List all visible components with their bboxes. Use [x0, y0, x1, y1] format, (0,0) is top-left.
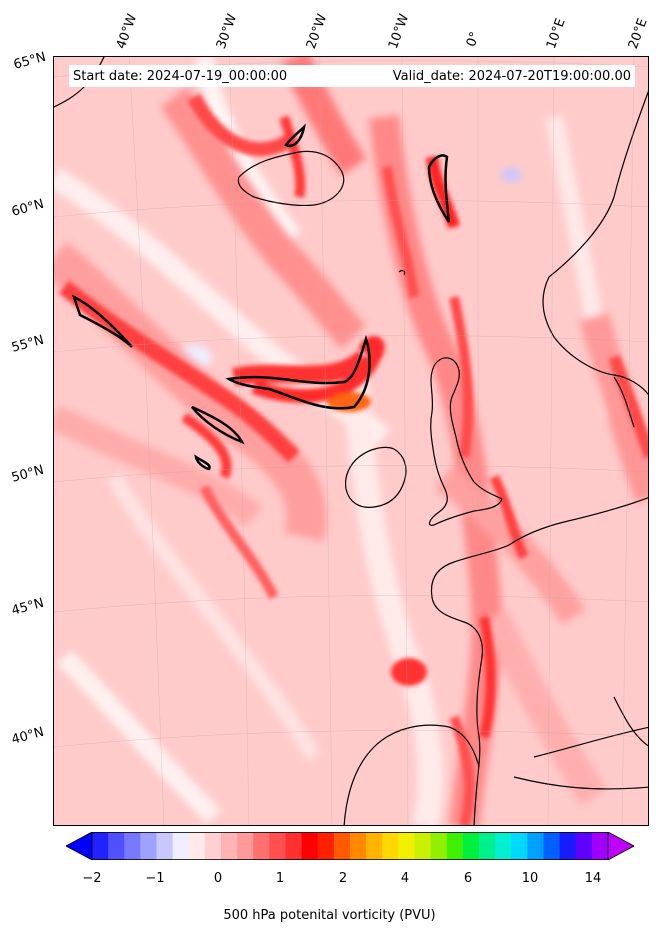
colorbar-cell	[172, 832, 190, 860]
colorbar-cell	[430, 832, 448, 860]
colorbar	[66, 832, 634, 860]
colorbar-label: 500 hPa potenital vorticity (PVU)	[223, 908, 436, 923]
colorbar-cell	[333, 832, 351, 860]
colorbar-cell	[301, 832, 319, 860]
lat-label-40n: 40°N	[10, 724, 46, 748]
colorbar-cell	[527, 832, 544, 860]
colorbar-cell	[221, 832, 238, 860]
lat-label-50n: 50°N	[10, 462, 46, 486]
colorbar-cell	[511, 832, 528, 860]
continent-coast	[430, 497, 648, 825]
iceland-coast	[237, 150, 345, 207]
colorbar-cell	[366, 832, 383, 860]
colorbar-cell	[204, 832, 222, 860]
lon-label-30w: 30°W	[213, 12, 241, 51]
date-info-bar: Start date: 2024-07-19_00:00:00 Valid_da…	[69, 65, 635, 87]
colorbar-cell	[382, 832, 399, 860]
colorbar-cell	[446, 832, 464, 860]
colorbar-frame	[91, 832, 609, 860]
pv-2-contours	[71, 123, 451, 471]
colorbar-cell	[559, 832, 577, 860]
colorbar-cell	[414, 832, 432, 860]
lon-label-40w: 40°W	[113, 12, 141, 51]
colorbar-extend-high	[607, 832, 634, 860]
colorbar-cell	[124, 832, 141, 860]
colorbar-cell	[543, 832, 561, 860]
colorbar-tick-label: −1	[145, 871, 165, 886]
lon-label-20w: 20°W	[303, 12, 331, 51]
lon-label-0: 0°	[463, 29, 484, 49]
colorbar-cell	[495, 832, 512, 860]
lon-label-10w: 10°W	[385, 12, 413, 51]
colorbar-tick-label: 1	[275, 871, 285, 886]
colorbar-tick-label: −2	[82, 871, 102, 886]
coastlines	[54, 57, 648, 825]
colorbar-cell	[140, 832, 157, 860]
lon-label-20e: 20°E	[625, 16, 651, 51]
lat-label-65n: 65°N	[12, 49, 48, 73]
colorbar-tick-label: 6	[463, 871, 473, 886]
iberia-coast	[343, 724, 480, 825]
colorbar-cells	[66, 832, 634, 860]
colorbar-cell	[285, 832, 303, 860]
scandinavia-coast	[542, 90, 648, 396]
start-date-label: Start date: 2024-07-19_00:00:00	[73, 68, 288, 84]
colorbar-cell	[398, 832, 415, 860]
colorbar-cell	[269, 832, 286, 860]
colorbar-cell	[253, 832, 270, 860]
great-britain-coast	[428, 357, 503, 526]
lon-label-10e: 10°E	[543, 16, 569, 51]
colorbar-cell	[237, 832, 254, 860]
colorbar-tick-label: 14	[584, 871, 602, 886]
ireland-coast	[344, 446, 407, 508]
lat-label-45n: 45°N	[10, 595, 46, 619]
colorbar-tick-label: 0	[213, 871, 223, 886]
lat-label-55n: 55°N	[10, 332, 46, 356]
pv-field-map	[54, 57, 648, 825]
colorbar-extend-low	[66, 832, 93, 860]
colorbar-cell	[462, 832, 480, 860]
colorbar-cell	[317, 832, 335, 860]
colorbar-cell	[479, 832, 496, 860]
map-panel: Start date: 2024-07-19_00:00:00 Valid_da…	[53, 56, 649, 826]
colorbar-cell	[350, 832, 367, 860]
lat-label-60n: 60°N	[10, 196, 46, 220]
colorbar-tick-label: 4	[400, 871, 410, 886]
colorbar-cell	[92, 832, 109, 860]
colorbar-cell	[591, 832, 609, 860]
colorbar-cell	[188, 832, 206, 860]
pv-high-regions	[59, 93, 648, 825]
colorbar-cell	[108, 832, 125, 860]
colorbar-tick-label: 10	[521, 871, 539, 886]
colorbar-cell	[575, 832, 593, 860]
colorbar-cell	[156, 832, 174, 860]
colorbar-tick-label: 2	[338, 871, 348, 886]
valid-date-label: Valid_date: 2024-07-20T19:00:00.00	[392, 68, 631, 84]
